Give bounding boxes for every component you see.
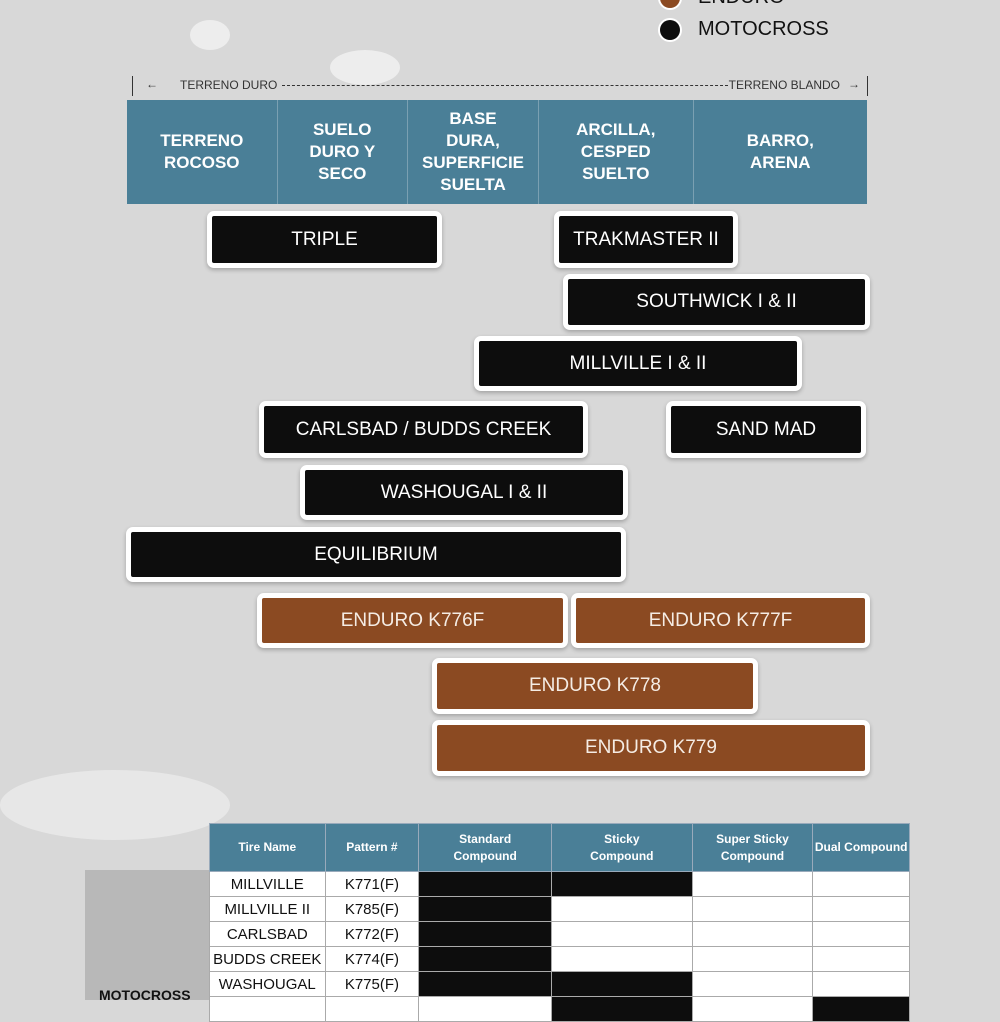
tire-bar-washougal: WASHOUGAL I & II bbox=[300, 465, 628, 520]
cell-pattern bbox=[324, 996, 420, 1022]
compound-cell bbox=[691, 921, 814, 947]
tire-bar-enduro-k777f: ENDURO K777F bbox=[571, 593, 870, 648]
compound-available-cell bbox=[812, 996, 910, 1022]
background-splatter bbox=[190, 20, 230, 50]
tire-bar-trakmaster-ii: TRAKMASTER II bbox=[554, 211, 738, 268]
compound-cell bbox=[551, 946, 693, 972]
compound-cell bbox=[551, 896, 693, 922]
compound-cell bbox=[812, 946, 910, 972]
compound-cell bbox=[691, 971, 814, 997]
category-label: MOTOCROSS bbox=[99, 987, 191, 1003]
compound-available-cell bbox=[551, 871, 693, 897]
left-arrow-icon: ← bbox=[146, 77, 158, 91]
terrain-scale: ← TERRENO DURO TERRENO BLANDO → bbox=[132, 74, 868, 96]
tire-bar-southwick: SOUTHWICK I & II bbox=[563, 274, 870, 330]
table-row: MILLVILLE K771(F) bbox=[209, 871, 910, 897]
scale-tick bbox=[867, 76, 868, 96]
column-header: Pattern # bbox=[324, 823, 420, 872]
cell-name bbox=[209, 996, 326, 1022]
compound-cell bbox=[691, 871, 814, 897]
cell-name: MILLVILLE bbox=[209, 871, 326, 897]
compound-cell bbox=[812, 871, 910, 897]
compound-available-cell bbox=[418, 946, 553, 972]
tire-bar-sand-mad: SAND MAD bbox=[666, 401, 866, 458]
tire-bar-enduro-k778: ENDURO K778 bbox=[432, 658, 758, 714]
table-row: BUDDS CREEK K774(F) bbox=[209, 946, 910, 972]
cell-pattern: K775(F) bbox=[324, 971, 420, 997]
right-arrow-icon: → bbox=[848, 77, 860, 91]
compound-cell bbox=[691, 996, 814, 1022]
tire-bar-triple: TRIPLE bbox=[207, 211, 442, 268]
cell-name: WASHOUGAL bbox=[209, 971, 326, 997]
compound-available-cell bbox=[418, 971, 553, 997]
cell-pattern: K772(F) bbox=[324, 921, 420, 947]
compound-available-cell bbox=[418, 896, 553, 922]
compound-cell bbox=[812, 896, 910, 922]
column-header: Tire Name bbox=[209, 823, 326, 872]
category-column: MOTOCROSS bbox=[85, 870, 209, 1003]
legend-motocross: MOTOCROSS bbox=[660, 18, 829, 41]
tire-bar-enduro-k779: ENDURO K779 bbox=[432, 720, 870, 776]
cell-pattern: K785(F) bbox=[324, 896, 420, 922]
column-header: Super Sticky Compound bbox=[691, 823, 814, 872]
tire-bar-millville: MILLVILLE I & II bbox=[474, 336, 802, 391]
table-header-row: Tire Name Pattern # Standard Compound St… bbox=[209, 823, 910, 872]
compound-cell bbox=[418, 996, 553, 1022]
legend-enduro: ENDURO bbox=[660, 0, 785, 9]
cell-name: CARLSBAD bbox=[209, 921, 326, 947]
cell-name: BUDDS CREEK bbox=[209, 946, 326, 972]
tire-bar-enduro-k776f: ENDURO K776F bbox=[257, 593, 568, 648]
cell-pattern: K774(F) bbox=[324, 946, 420, 972]
column-header: Standard Compound bbox=[418, 823, 553, 872]
compound-cell bbox=[812, 921, 910, 947]
compound-cell bbox=[551, 921, 693, 947]
terrain-column: SUELO DURO Y SECO bbox=[278, 100, 408, 204]
table-row bbox=[209, 996, 910, 1022]
table-row: MILLVILLE II K785(F) bbox=[209, 896, 910, 922]
background-splatter bbox=[330, 50, 400, 85]
scale-left-label: TERRENO DURO bbox=[180, 78, 278, 92]
compound-available-cell bbox=[551, 996, 693, 1022]
tire-bar-carlsbad-budds-creek: CARLSBAD / BUDDS CREEK bbox=[259, 401, 588, 458]
terrain-column: BARRO, ARENA bbox=[746, 131, 814, 172]
background-splatter bbox=[0, 770, 230, 840]
scale-dashed-line bbox=[282, 85, 728, 86]
cell-pattern: K771(F) bbox=[324, 871, 420, 897]
compound-cell bbox=[812, 971, 910, 997]
legend-label: ENDURO bbox=[698, 0, 785, 9]
tire-bar-equilibrium: EQUILIBRIUM bbox=[126, 527, 626, 582]
scale-right-label: TERRENO BLANDO bbox=[728, 78, 840, 92]
terrain-column: BASE DURA, SUPERFICIE SUELTA bbox=[408, 100, 540, 204]
table-row: CARLSBAD K772(F) bbox=[209, 921, 910, 947]
legend-label: MOTOCROSS bbox=[698, 18, 829, 40]
motocross-dot-icon bbox=[660, 19, 680, 40]
enduro-dot-icon bbox=[660, 0, 680, 8]
compound-available-cell bbox=[551, 971, 693, 997]
compound-cell bbox=[691, 896, 814, 922]
compound-available-cell bbox=[418, 921, 553, 947]
compound-table: Tire Name Pattern # Standard Compound St… bbox=[209, 823, 910, 1022]
terrain-column: ARCILLA, CESPED SUELTO bbox=[539, 100, 694, 204]
cell-name: MILLVILLE II bbox=[209, 896, 326, 922]
scale-tick bbox=[132, 76, 133, 96]
compound-available-cell bbox=[418, 871, 553, 897]
terrain-column: TERRENO ROCOSO bbox=[127, 100, 278, 204]
column-header: Dual Compound bbox=[812, 823, 910, 872]
terrain-header: TERRENO ROCOSO SUELO DURO Y SECO BASE DU… bbox=[127, 100, 867, 204]
table-row: WASHOUGAL K775(F) bbox=[209, 971, 910, 997]
compound-cell bbox=[691, 946, 814, 972]
column-header: Sticky Compound bbox=[551, 823, 693, 872]
